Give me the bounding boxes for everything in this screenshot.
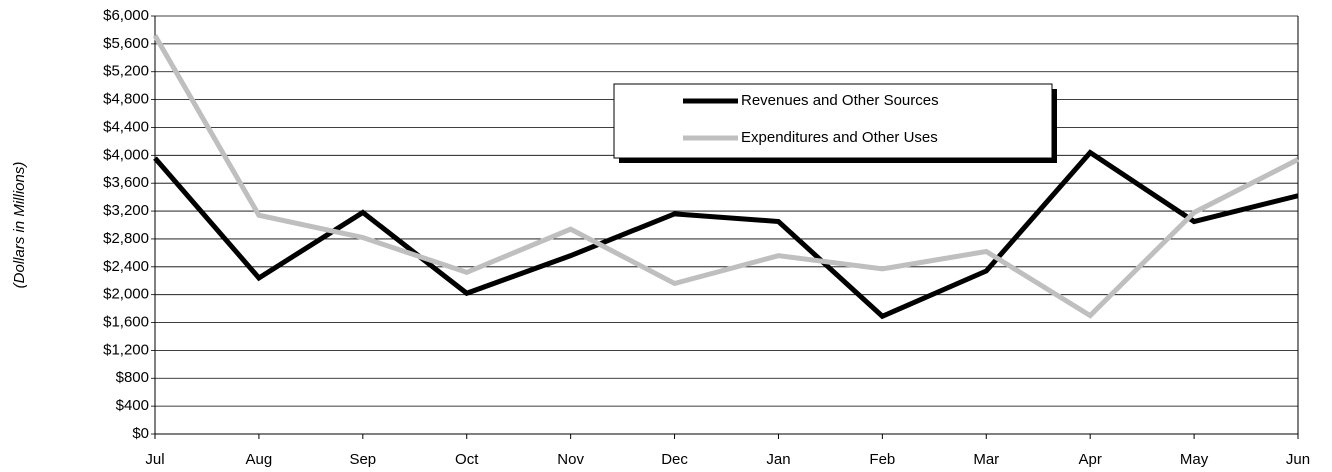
x-tick-label: Dec: [661, 451, 688, 468]
x-tick-label: Mar: [973, 451, 999, 468]
x-tick-label: Feb: [869, 451, 895, 468]
x-tick-label: Nov: [557, 451, 584, 468]
y-tick-label: $4,800: [103, 91, 149, 108]
x-tick-label: May: [1180, 451, 1209, 468]
y-tick-label: $0: [132, 425, 149, 442]
x-tick-label: Oct: [455, 451, 479, 468]
y-tick-label: $5,200: [103, 63, 149, 80]
legend-label: Expenditures and Other Uses: [741, 129, 938, 146]
y-tick-label: $400: [116, 397, 149, 414]
y-tick-label: $2,800: [103, 230, 149, 247]
series-line: [153, 149, 1299, 320]
y-tick-label: $1,200: [103, 341, 149, 358]
legend-label: Revenues and Other Sources: [741, 92, 939, 109]
x-tick-label: Sep: [349, 451, 376, 468]
y-tick-label: $3,600: [103, 174, 149, 191]
x-tick-label: Jan: [766, 451, 790, 468]
y-tick-label: $5,600: [103, 35, 149, 52]
y-tick-label: $6,000: [103, 7, 149, 24]
series-line: [152, 34, 1300, 319]
y-tick-label: $4,000: [103, 146, 149, 163]
x-tick-label: Apr: [1079, 451, 1102, 468]
y-axis-label: (Dollars in Millions): [11, 162, 28, 289]
y-tick-label: $3,200: [103, 202, 149, 219]
y-tick-label: $2,400: [103, 258, 149, 275]
x-tick-label: Aug: [246, 451, 273, 468]
y-tick-label: $4,400: [103, 118, 149, 135]
x-tick-label: Jul: [145, 451, 164, 468]
y-tick-label: $2,000: [103, 286, 149, 303]
x-tick-label: Jun: [1286, 451, 1310, 468]
y-tick-label: $1,600: [103, 314, 149, 331]
legend-box: [613, 83, 1053, 159]
y-tick-label: $800: [116, 369, 149, 386]
